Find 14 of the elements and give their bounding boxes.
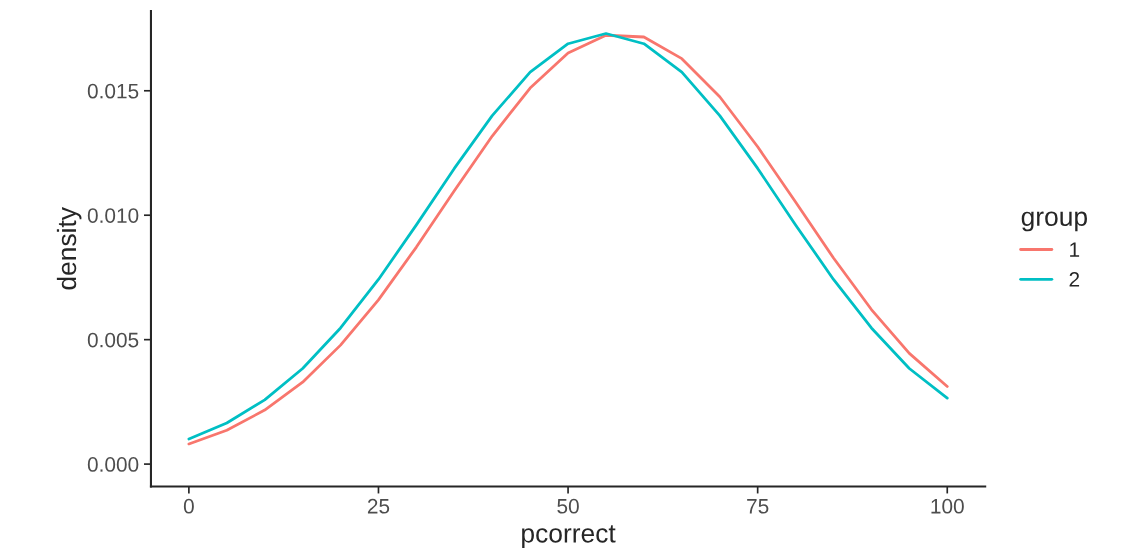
x-tick-label: 50: [557, 498, 579, 514]
x-tick-label: 0: [183, 498, 194, 514]
legend-title: group: [1021, 211, 1087, 232]
x-tick-label: 75: [747, 499, 769, 514]
x-tick-label: 25: [367, 498, 390, 514]
x-axis-title: pcorrect: [522, 525, 616, 548]
legend-label: 2: [1069, 272, 1080, 287]
y-tick-label: 0.000: [87, 457, 139, 472]
x-tick-label: 100: [931, 498, 964, 514]
y-axis-title: density: [56, 207, 82, 290]
y-tick-label: 0.010: [87, 208, 139, 223]
legend-label: 1: [1070, 242, 1080, 257]
y-tick-label: 0.015: [87, 83, 139, 99]
y-tick-label: 0.005: [87, 332, 139, 348]
